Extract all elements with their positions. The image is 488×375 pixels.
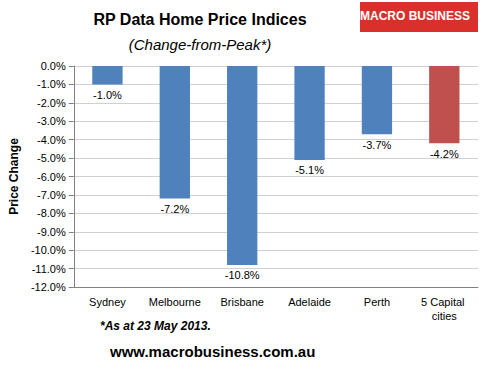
svg-text:-4.0%: -4.0%	[37, 134, 66, 146]
svg-text:-1.0%: -1.0%	[93, 89, 122, 101]
svg-text:Price Change: Price Change	[7, 138, 21, 215]
svg-text:-7.0%: -7.0%	[37, 189, 66, 201]
svg-text:5 Capital: 5 Capital	[421, 296, 467, 308]
svg-text:-9.0%: -9.0%	[37, 226, 66, 238]
svg-text:-10.8%: -10.8%	[225, 269, 260, 281]
svg-text:-6.0%: -6.0%	[37, 171, 66, 183]
svg-text:(Change-from-Peak*): (Change-from-Peak*)	[129, 36, 272, 53]
svg-text:-1.0%: -1.0%	[37, 78, 66, 90]
svg-text:-7.2%: -7.2%	[160, 203, 189, 215]
svg-text:www.macrobusiness.com.au: www.macrobusiness.com.au	[109, 343, 315, 360]
svg-text:-11.0%: -11.0%	[32, 263, 66, 275]
svg-text:Adelaide: Adelaide	[288, 296, 331, 308]
svg-text:-5.1%: -5.1%	[295, 164, 324, 176]
svg-text:MACRO BUSINESS: MACRO BUSINESS	[360, 9, 470, 23]
svg-text:-5.0%: -5.0%	[37, 152, 66, 164]
svg-text:Brisbane: Brisbane	[220, 296, 263, 308]
svg-text:RP Data Home Price Indices: RP Data Home Price Indices	[93, 11, 306, 28]
svg-text:Perth: Perth	[364, 296, 390, 308]
svg-text:-10.0%: -10.0%	[31, 244, 66, 256]
svg-text:0.0%: 0.0%	[41, 60, 66, 72]
svg-text:-8.0%: -8.0%	[37, 207, 66, 219]
svg-text:-3.7%: -3.7%	[363, 139, 392, 151]
svg-text:Melbourne: Melbourne	[149, 296, 201, 308]
svg-text:-12.0%: -12.0%	[31, 281, 66, 293]
svg-text:*As at 23 May 2013.: *As at 23 May 2013.	[100, 319, 211, 333]
svg-text:-4.2%: -4.2%	[430, 148, 459, 160]
svg-text:Sydney: Sydney	[89, 296, 126, 308]
svg-text:-3.0%: -3.0%	[37, 115, 66, 127]
svg-text:-2.0%: -2.0%	[37, 97, 66, 109]
svg-text:cities: cities	[432, 310, 458, 322]
